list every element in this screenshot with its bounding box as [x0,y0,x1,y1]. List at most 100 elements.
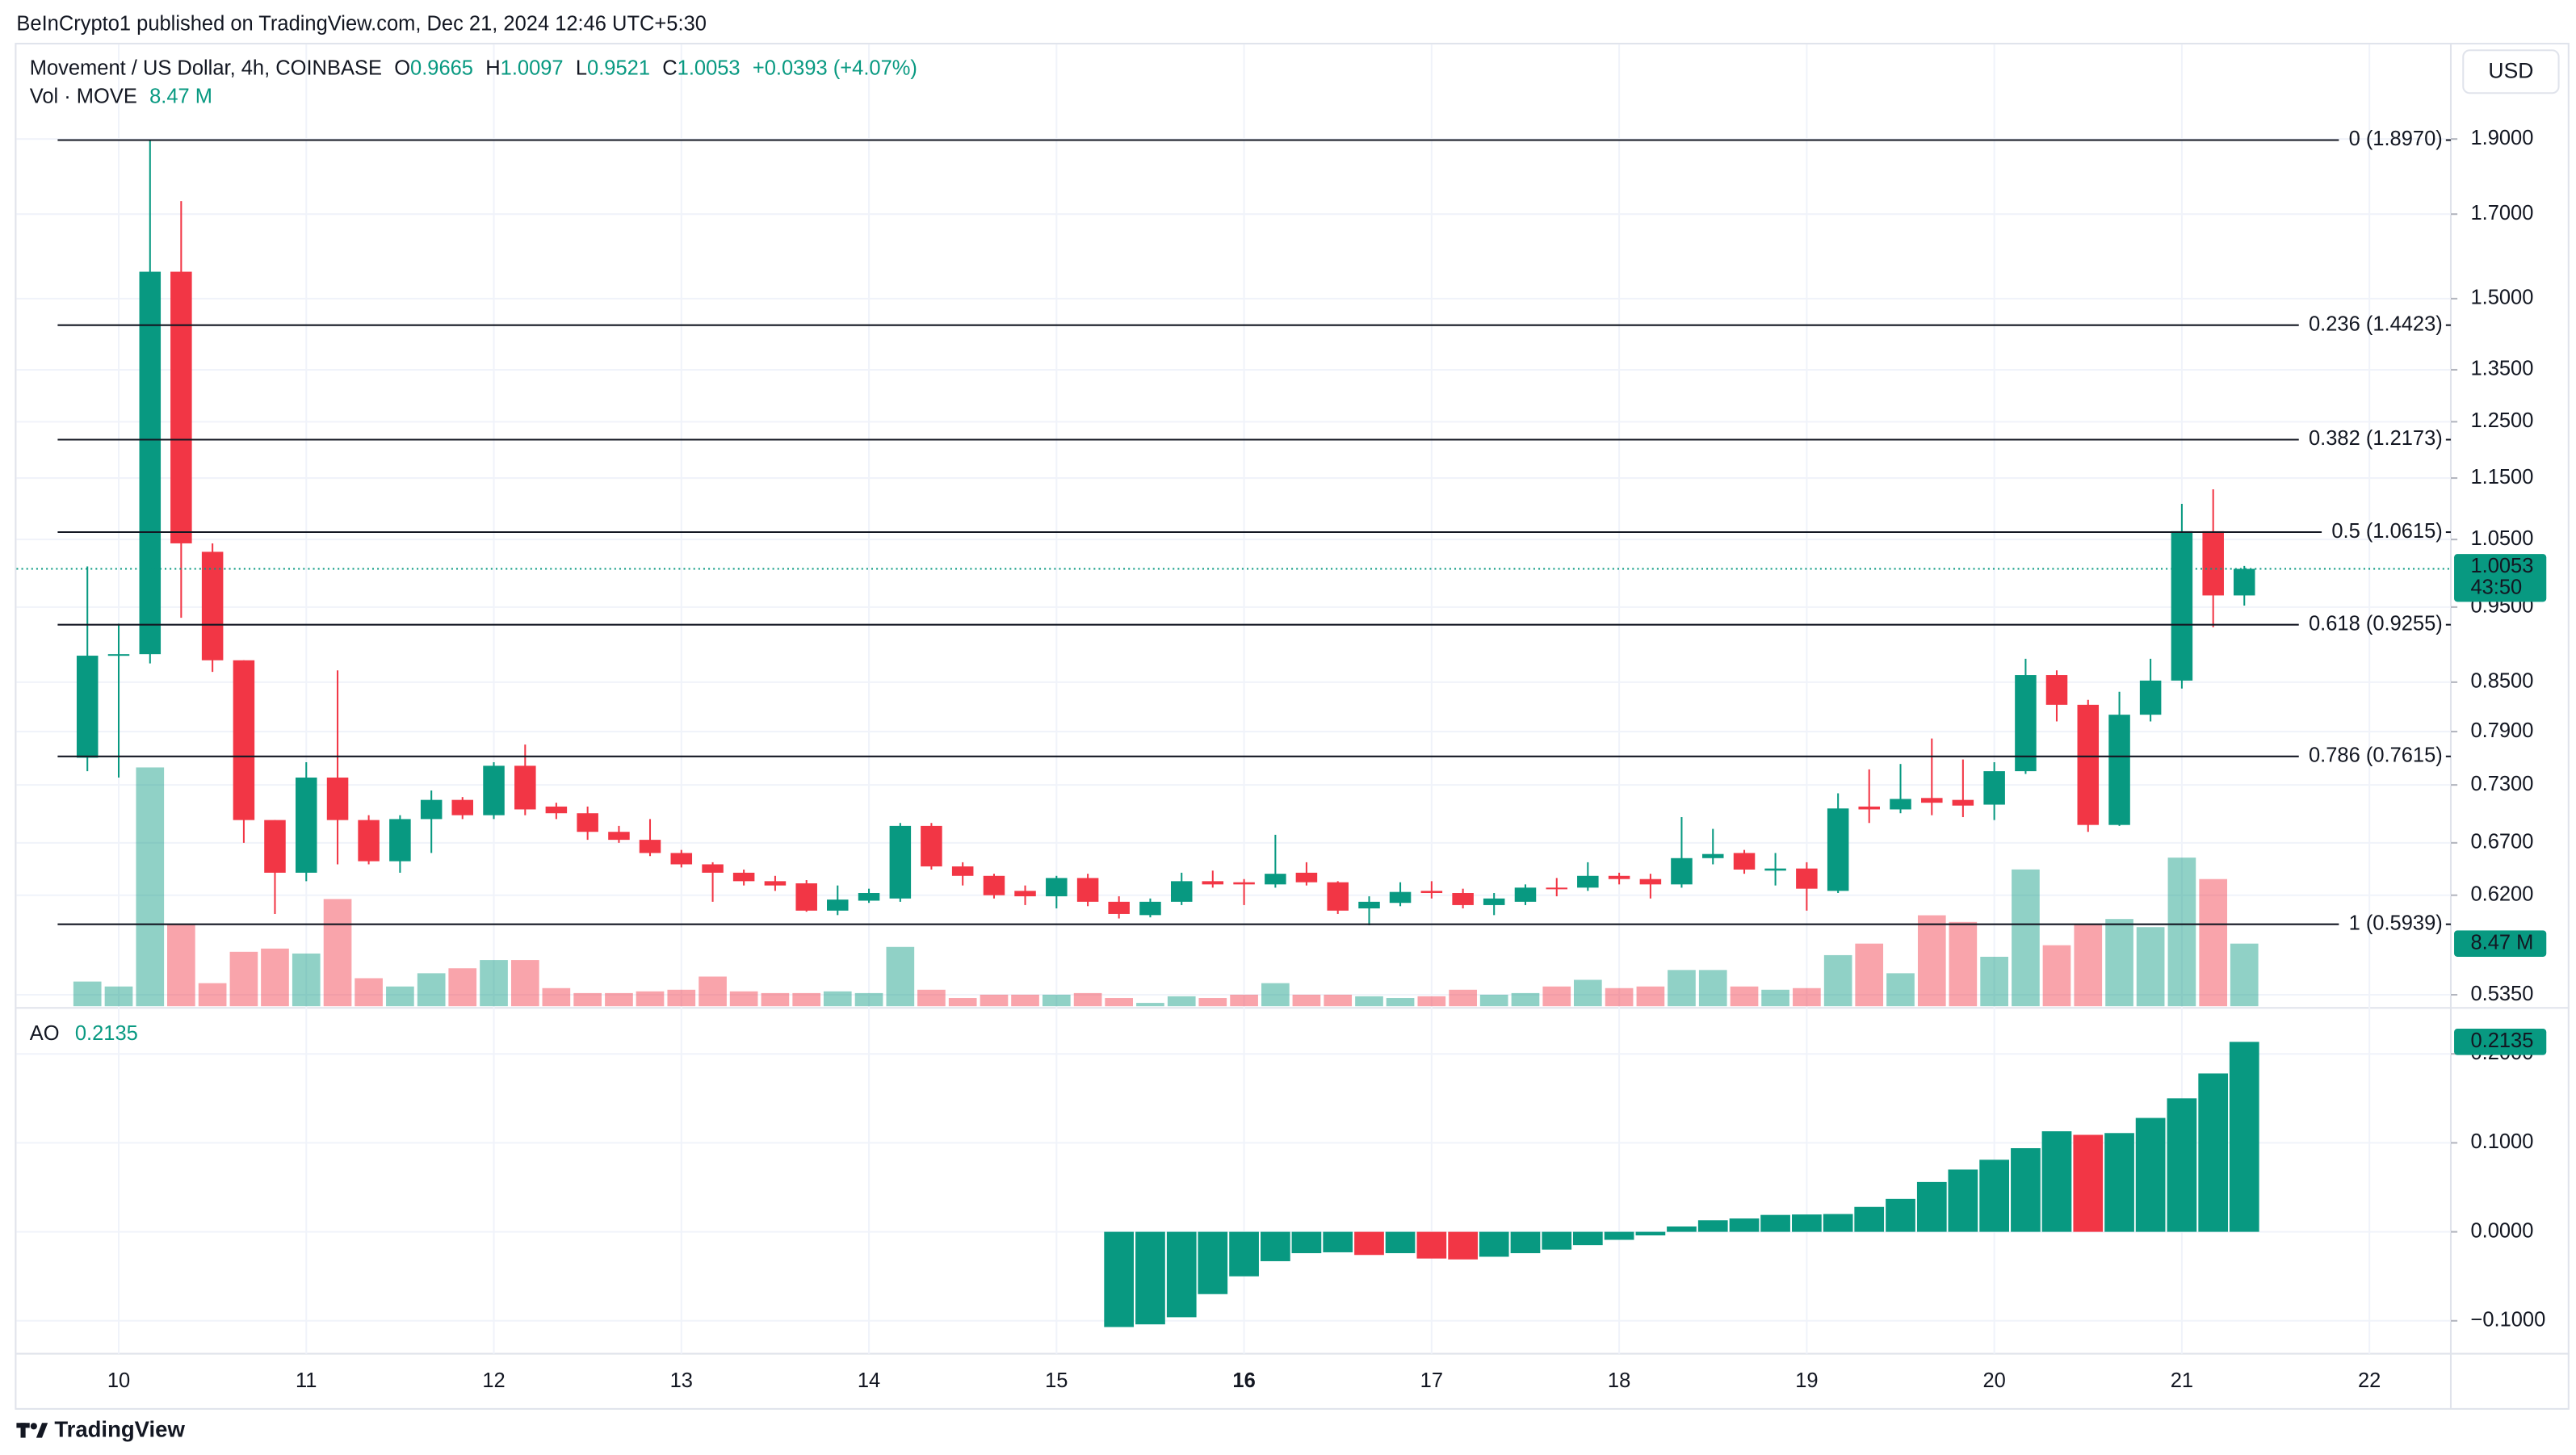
candle-body [951,866,974,876]
candle-body [1295,872,1318,883]
grid [16,44,2451,1354]
ohlc-value: 1.0097 [501,57,564,79]
volume-bar [323,899,352,1007]
candle-body [827,899,849,911]
candle-body [1671,857,1693,885]
volume-bar [573,992,602,1007]
candle-body [483,765,505,816]
ao-bar [1354,1231,1384,1256]
y-tick-label: 0.7900 [2470,719,2533,742]
candle-body [1108,901,1130,914]
logo-shape [20,1423,26,1438]
volume-name: Vol · MOVE [30,85,137,107]
logo-shape [36,1423,48,1438]
volume-bar [1449,989,1477,1007]
ao-tick-label: 0.0000 [2470,1219,2533,1242]
volume-bar [229,951,258,1007]
ao-bar [2135,1117,2166,1232]
volume-bar [2199,878,2228,1007]
volume-bar [1636,986,1665,1007]
ao-bar [1697,1220,1728,1232]
candle-body [1890,799,1911,810]
volume-bar [980,994,1009,1007]
brand-logo [16,1423,48,1438]
ao-bar [1135,1231,1165,1325]
candle-body [1514,887,1537,902]
candle-body [1483,898,1505,905]
volume-bar [1855,943,1884,1007]
ao-label-box [2454,1029,2547,1055]
y-tick-label: 1.1500 [2470,466,2533,488]
volume-bar [2042,945,2071,1007]
candle-body [1608,875,1630,879]
candle-body [358,820,380,862]
ao-bar [1542,1231,1572,1250]
ao-bar [1886,1198,1915,1232]
volume-bar [2074,924,2103,1007]
ohlc-key: H [485,57,500,79]
candle-body [1358,901,1380,909]
volume-bar [948,998,977,1007]
ao-bar [1572,1231,1603,1246]
candle-body [2233,568,2255,596]
ao-bar [1604,1231,1634,1240]
y-tick-label: 1.5000 [2470,287,2533,309]
ao-bar [2104,1133,2134,1232]
candle-body [1014,891,1036,897]
volume-bar [1324,994,1353,1007]
volume-bar [1668,970,1696,1007]
currency-button[interactable] [2462,49,2560,94]
candle-body [1420,891,1443,894]
ao-bar [1448,1231,1478,1260]
volume-bar [1136,1003,1164,1007]
y-tick-label: 1.2500 [2470,409,2533,432]
currency-label[interactable]: USD [2488,59,2533,83]
ao-bar [2073,1134,2104,1232]
candle-body [1046,878,1068,897]
candle-body [1577,875,1599,888]
candle-body [451,799,473,816]
candle-body [233,660,255,820]
ao-bar [1667,1226,1697,1232]
ao-bar [1854,1206,1885,1232]
volume-bar [1511,992,1540,1007]
candle-body [2045,675,2068,705]
volume-bar [823,991,852,1007]
brand-name: TradingView [54,1417,185,1442]
ao-bar [1198,1231,1228,1294]
volume-bar [167,924,195,1007]
candle-body [1827,808,1849,891]
volume-bar [1230,994,1258,1007]
candle-body [732,872,755,882]
candle-body [139,271,162,655]
x-tick-label: 14 [858,1369,880,1392]
volume-bar [2105,919,2133,1007]
candle-body [1233,882,1255,885]
volume-layer [73,767,2259,1007]
volume-bar [1949,921,1978,1007]
ohlc-key: C [662,57,677,79]
ao-bar [1261,1231,1290,1261]
volume-bar [1417,996,1446,1007]
volume-bar [136,767,165,1007]
volume-bar [729,991,758,1007]
ao-bar [1635,1231,1666,1236]
volume-label: 8.47 M [2470,931,2533,954]
volume-bar [1386,998,1415,1007]
volume-bar [1980,956,2008,1007]
volume-bar [542,987,571,1007]
ao-bar [1416,1231,1447,1259]
candle-body [296,778,317,873]
candle-body [858,893,880,901]
publisher-line: BeInCrypto1 published on TradingView.com… [16,12,707,35]
y-tick-label: 1.9000 [2470,127,2533,149]
volume-bar [1886,973,1915,1007]
volume-bar [1823,954,1852,1007]
fib-label: 0.618 (0.9255) [2309,612,2443,635]
y-tick-label: 1.3500 [2470,358,2533,380]
candle-body [1139,901,1161,916]
candle-body [545,806,568,814]
ao-bar [1479,1231,1509,1257]
x-tick-label: 12 [482,1369,505,1392]
volume-bar [2167,857,2196,1007]
